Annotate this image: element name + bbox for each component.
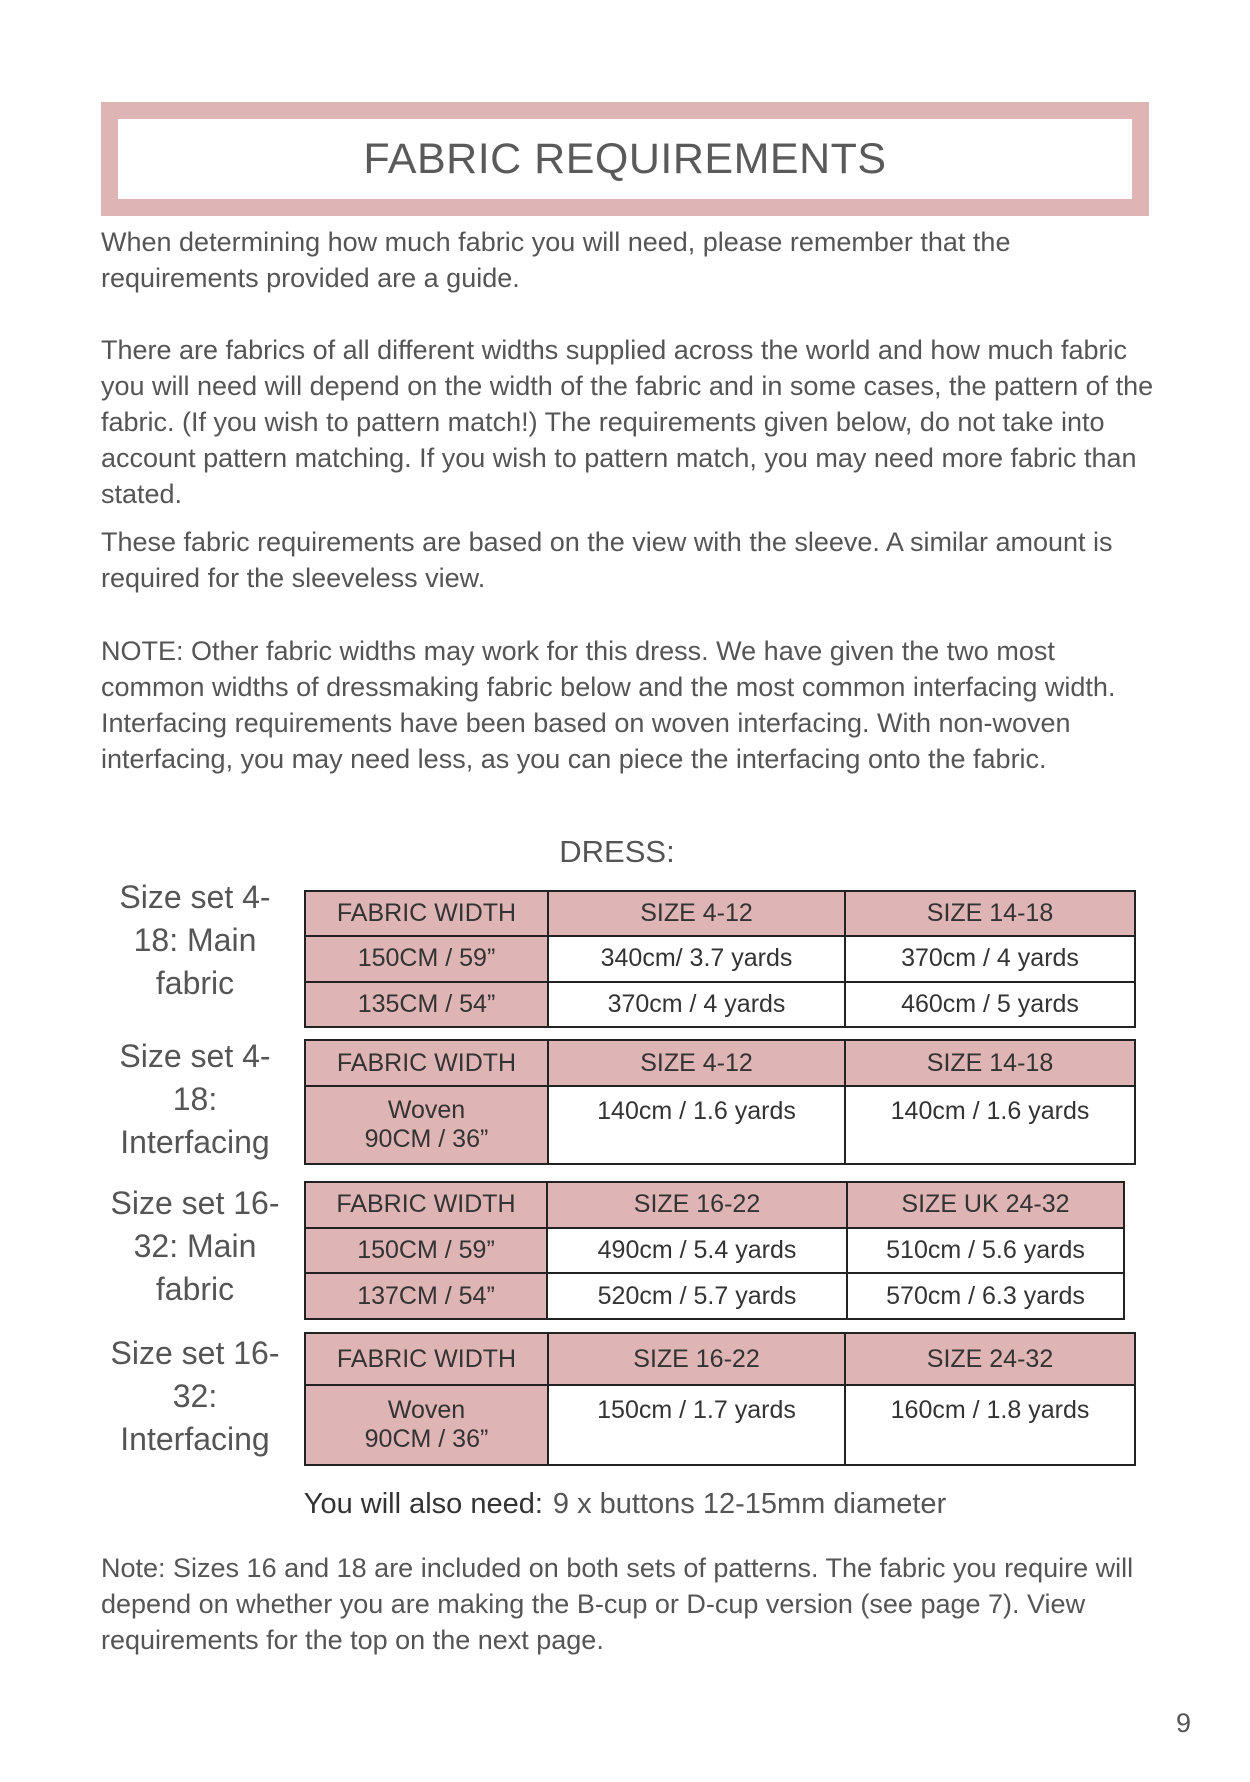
- width-cell: 137CM / 54”: [304, 1272, 548, 1320]
- width-cell: 135CM / 54”: [304, 980, 549, 1029]
- width-cell: 150CM / 59”: [304, 935, 549, 983]
- intro-paragraph: When determining how much fabric you wil…: [101, 227, 1011, 293]
- note-paragraph: NOTE: Other fabric widths may work for t…: [101, 636, 1116, 774]
- widths-paragraph: There are fabrics of all different width…: [101, 335, 1154, 509]
- section-heading: DRESS:: [559, 834, 675, 869]
- interfacing-table-16-32: FABRIC WIDTH SIZE 16-22 SIZE 24-32 Woven…: [304, 1332, 1136, 1466]
- header-cell: SIZE 4-12: [547, 1039, 846, 1087]
- page-number: 9: [1176, 1708, 1192, 1738]
- header-cell: SIZE 16-22: [546, 1181, 848, 1229]
- table-row: 150CM / 59” 490cm / 5.4 yards 510cm / 5.…: [304, 1226, 1125, 1275]
- width-cell: 150CM / 59”: [304, 1226, 548, 1275]
- value-cell: 160cm / 1.8 yards: [844, 1384, 1136, 1466]
- table-row: 135CM / 54” 370cm / 4 yards 460cm / 5 ya…: [304, 980, 1136, 1029]
- table-row: Woven 90CM / 36” 140cm / 1.6 yards 140cm…: [304, 1085, 1136, 1165]
- table-label: Size set 16-32: Interfacing: [110, 1335, 280, 1457]
- table-label: Size set 4-18: Interfacing: [119, 1038, 271, 1160]
- header-cell: SIZE 4-12: [547, 889, 846, 938]
- table-row: 137CM / 54” 520cm / 5.7 yards 570cm / 6.…: [304, 1272, 1125, 1320]
- value-cell: 370cm / 4 yards: [844, 935, 1136, 983]
- header-cell: FABRIC WIDTH: [304, 1332, 549, 1386]
- also-need-line: You will also need: 9 x buttons 12-15mm d…: [0, 1488, 1250, 1521]
- width-cell: Woven 90CM / 36”: [304, 1384, 549, 1466]
- header-cell: SIZE UK 24-32: [846, 1181, 1125, 1229]
- value-cell: 460cm / 5 yards: [844, 980, 1136, 1029]
- width-cell: Woven 90CM / 36”: [304, 1085, 549, 1165]
- header-cell: SIZE 24-32: [844, 1332, 1136, 1386]
- value-cell: 490cm / 5.4 yards: [546, 1226, 848, 1275]
- title-banner: FABRIC REQUIREMENTS: [101, 102, 1149, 216]
- value-cell: 570cm / 6.3 yards: [846, 1272, 1125, 1320]
- value-cell: 370cm / 4 yards: [547, 980, 846, 1029]
- footer-note: Note: Sizes 16 and 18 are included on bo…: [101, 1553, 1134, 1655]
- value-cell: 150cm / 1.7 yards: [547, 1384, 846, 1466]
- sleeve-paragraph: These fabric requirements are based on t…: [101, 527, 1113, 593]
- page-title: FABRIC REQUIREMENTS: [363, 134, 887, 183]
- table-label: Size set 16-32: Main fabric: [110, 1185, 280, 1307]
- value-cell: 510cm / 5.6 yards: [846, 1226, 1125, 1275]
- header-cell: SIZE 16-22: [547, 1332, 846, 1386]
- header-cell: FABRIC WIDTH: [304, 889, 549, 938]
- interfacing-table-4-18: FABRIC WIDTH SIZE 4-12 SIZE 14-18 Woven …: [304, 1039, 1136, 1165]
- main-fabric-table-4-18: FABRIC WIDTH SIZE 4-12 SIZE 14-18 150CM …: [304, 889, 1136, 1029]
- table-row: 150CM / 59” 340cm/ 3.7 yards 370cm / 4 y…: [304, 935, 1136, 983]
- value-cell: 340cm/ 3.7 yards: [547, 935, 846, 983]
- value-cell: 140cm / 1.6 yards: [844, 1085, 1136, 1165]
- header-cell: SIZE 14-18: [844, 889, 1136, 938]
- also-need-label: You will also need:: [303, 1488, 543, 1520]
- header-cell: SIZE 14-18: [844, 1039, 1136, 1087]
- header-cell: FABRIC WIDTH: [304, 1181, 548, 1229]
- also-need-value: 9 x buttons 12-15mm diameter: [552, 1488, 947, 1520]
- value-cell: 140cm / 1.6 yards: [547, 1085, 846, 1165]
- main-fabric-table-16-32: FABRIC WIDTH SIZE 16-22 SIZE UK 24-32 15…: [304, 1181, 1125, 1320]
- table-label: Size set 4-18: Main fabric: [119, 879, 271, 1001]
- header-cell: FABRIC WIDTH: [304, 1039, 549, 1087]
- table-row: Woven 90CM / 36” 150cm / 1.7 yards 160cm…: [304, 1384, 1136, 1466]
- value-cell: 520cm / 5.7 yards: [546, 1272, 848, 1320]
